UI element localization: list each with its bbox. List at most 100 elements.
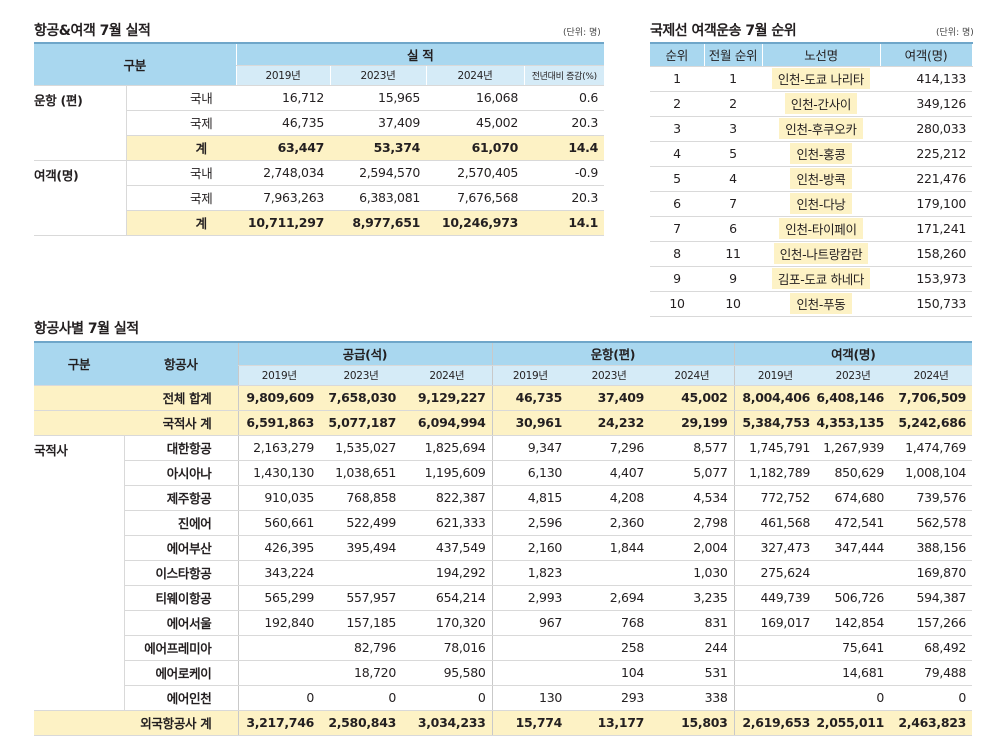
passenger-cell: 158,260 [880, 241, 972, 267]
value-cell: 169,017 [733, 610, 817, 636]
change-cell: 20.3 [524, 185, 605, 211]
route-cell: 인천-도쿄 나리타 [762, 66, 880, 92]
value-cell: 506,726 [816, 585, 891, 611]
header-change: 전년대비 증감(%) [523, 65, 605, 86]
airline-name: 에어서울 [124, 610, 238, 636]
header-passengers: 여객(명) [733, 342, 973, 366]
header-year-2024: 2024년 [425, 65, 524, 86]
table-row: 에어인천 0 0 0 130 293 338 0 0 [34, 685, 973, 711]
table-row: 국제 7,963,263 6,383,081 7,676,568 20.3 [34, 185, 605, 211]
table-row: 에어로케이 18,720 95,580 104 531 14,681 79,488 [34, 660, 973, 686]
value-cell: 347,444 [816, 535, 891, 561]
header-performance: 실 적 [235, 43, 605, 66]
category-cell: 계 [126, 135, 236, 161]
route-ranking-table: 순위 전월 순위 노선명 여객(명) 1 1 인천-도쿄 나리타 414,133 2 2 인… [650, 42, 973, 317]
header-group: 구분 [34, 342, 124, 386]
value-cell: 4,534 [650, 485, 735, 511]
value-cell: 37,409 [568, 385, 651, 411]
value-cell [491, 635, 569, 661]
value-cell: 9,809,609 [237, 385, 320, 411]
table-row: 여객(명) 국내 2,748,034 2,594,570 2,570,405 -… [34, 160, 605, 236]
value-cell [491, 660, 569, 686]
airline-name: 에어프레미아 [124, 635, 238, 661]
value-cell: 1,825,694 [402, 435, 493, 461]
value-cell: 461,568 [733, 510, 817, 536]
table-row: 티웨이항공 565,299 557,957 654,214 2,993 2,694 3,23… [34, 585, 973, 611]
value-cell: 2,360 [568, 510, 651, 536]
value-cell: 46,735 [491, 385, 569, 411]
value-cell: 4,407 [568, 460, 651, 486]
value-cell: 3,217,746 [237, 710, 320, 736]
summary-header-row: 구분 실 적 [34, 43, 605, 86]
value-cell: 18,720 [320, 660, 402, 686]
rank-cell: 9 [650, 266, 704, 292]
passenger-cell: 414,133 [880, 66, 972, 92]
value-cell: 7,706,509 [890, 385, 973, 411]
value-cell: 2,798 [650, 510, 735, 536]
value-cell: 2,694 [568, 585, 651, 611]
value-cell: 9,129,227 [402, 385, 493, 411]
value-cell: 0 [816, 685, 891, 711]
value-cell [733, 635, 817, 661]
table-row-grand-total: 전체 합계 9,809,609 7,658,030 9,129,227 46,735 37… [34, 385, 973, 411]
value-cell: 8,577 [650, 435, 735, 461]
value-cell: 4,353,135 [816, 410, 891, 436]
route-cell: 인천-푸동 [762, 291, 880, 317]
value-cell: 2,570,405 [426, 160, 524, 186]
value-cell: 13,177 [568, 710, 651, 736]
value-cell: 2,580,843 [320, 710, 402, 736]
header-year-2019: 2019년 [235, 65, 330, 86]
passenger-cell: 179,100 [880, 191, 972, 217]
route-name: 김포-도쿄 하네다 [771, 268, 871, 289]
header-passengers: 여객(명) [880, 43, 973, 67]
rank-cell: 4 [650, 141, 704, 167]
value-cell: 1,182,789 [733, 460, 817, 486]
prev-rank-cell: 11 [704, 241, 762, 267]
group-label-flights: 운항 (편) [34, 85, 127, 161]
value-cell: 768,858 [320, 485, 402, 511]
route-name: 인천-타이페이 [779, 218, 863, 239]
header-year: 2024년 [890, 365, 973, 386]
value-cell: 7,963,263 [236, 185, 330, 211]
value-cell: 565,299 [237, 585, 320, 611]
value-cell: 24,232 [568, 410, 651, 436]
value-cell: 7,658,030 [320, 385, 402, 411]
value-cell: 910,035 [237, 485, 320, 511]
route-cell: 인천-나트랑캄란 [762, 241, 880, 267]
row-label: 국적사 계 [34, 410, 238, 436]
value-cell: 1,823 [491, 560, 569, 586]
value-cell: 831 [650, 610, 735, 636]
prev-rank-cell: 10 [704, 291, 762, 317]
table-row: 에어부산 426,395 395,494 437,549 2,160 1,844 2,004… [34, 535, 973, 561]
header-year: 2024년 [650, 365, 735, 386]
value-cell: 61,070 [426, 135, 524, 161]
value-cell: 1,844 [568, 535, 651, 561]
value-cell: 0 [237, 685, 320, 711]
prev-rank-cell: 9 [704, 266, 762, 292]
passenger-cell: 153,973 [880, 266, 972, 292]
unit-label-ranking: (단위: 명) [936, 28, 974, 38]
route-cell: 김포-도쿄 하네다 [762, 266, 880, 292]
table-row: 제주항공 910,035 768,858 822,387 4,815 4,208 4,534… [34, 485, 973, 511]
group-label-domestic: 국적사 [34, 435, 125, 711]
route-name: 인천-방콕 [790, 168, 852, 189]
header-rank: 순위 [650, 43, 705, 67]
value-cell: 4,208 [568, 485, 651, 511]
ranking-row: 5 4 인천-방콕 221,476 [650, 166, 972, 192]
value-cell: 104 [568, 660, 651, 686]
row-label: 전체 합계 [34, 385, 238, 411]
ranking-header-row: 순위 전월 순위 노선명 여객(명) [650, 43, 973, 67]
route-cell: 인천-후쿠오카 [762, 116, 880, 142]
value-cell: 2,594,570 [330, 160, 426, 186]
ranking-row: 6 7 인천-다낭 179,100 [650, 191, 972, 217]
table-row: 에어서울 192,840 157,185 170,320 967 768 831 169,01… [34, 610, 973, 636]
value-cell: 1,195,609 [402, 460, 493, 486]
value-cell: 63,447 [236, 135, 330, 161]
rank-cell: 3 [650, 116, 704, 142]
route-name: 인천-다낭 [790, 193, 852, 214]
value-cell: 5,077 [650, 460, 735, 486]
table-row: 에어프레미아 82,796 78,016 258 244 75,641 68,492 [34, 635, 973, 661]
ranking-row: 1 1 인천-도쿄 나리타 414,133 [650, 66, 972, 92]
header-year: 2019년 [237, 365, 320, 386]
ranking-row: 2 2 인천-간사이 349,126 [650, 91, 972, 117]
